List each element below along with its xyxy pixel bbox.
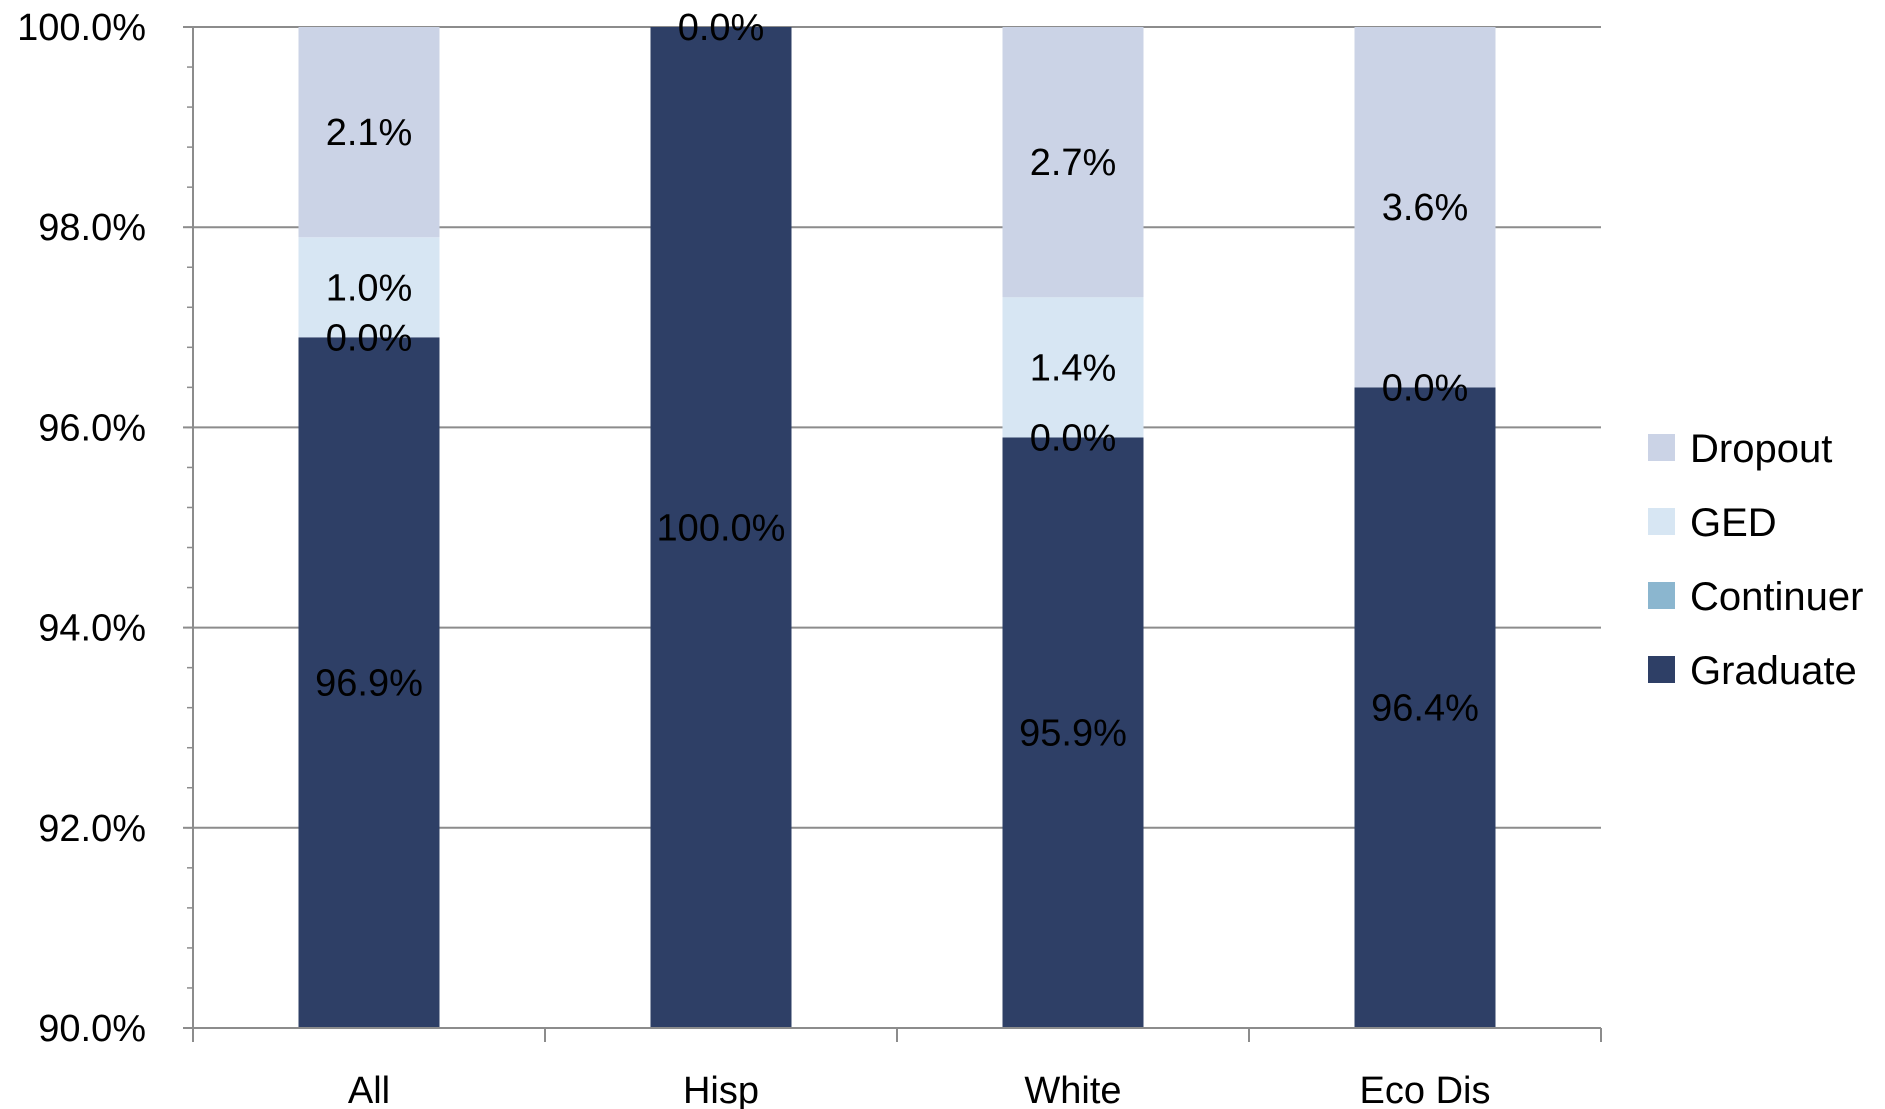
y-tick-label: 90.0%	[38, 1008, 146, 1050]
bars	[298, 27, 1496, 1028]
legend-label-continuer: Continuer	[1690, 575, 1863, 619]
data-labels: 96.9% 0.0% 1.0% 2.1% 100.0% 0.0% 95.9% 0.0% 1.4%…	[315, 7, 1479, 755]
y-tick-label: 94.0%	[38, 608, 146, 650]
legend-label-graduate: Graduate	[1690, 649, 1857, 693]
data-label: 96.4%	[1371, 688, 1479, 730]
x-category-label: White	[1024, 1070, 1121, 1109]
legend-swatch-graduate	[1648, 656, 1675, 683]
legend-label-ged: GED	[1690, 501, 1777, 545]
x-axis-categories: All Hisp White Eco Dis	[348, 1070, 1491, 1109]
y-tick-label: 98.0%	[38, 207, 146, 249]
data-label: 3.6%	[1382, 187, 1469, 229]
bar-ged	[1002, 297, 1144, 438]
x-category-label: Hisp	[683, 1070, 759, 1109]
y-tick-label: 100.0%	[17, 7, 146, 49]
legend: Dropout GED Continuer Graduate	[1648, 427, 1863, 693]
data-label: 0.0%	[1030, 417, 1117, 459]
data-label: 1.0%	[326, 267, 413, 309]
data-label: 100.0%	[657, 508, 786, 550]
data-label: 2.1%	[326, 112, 413, 154]
data-label: 0.0%	[1382, 367, 1469, 409]
x-category-label: All	[348, 1070, 390, 1109]
legend-swatch-ged	[1648, 508, 1675, 535]
bar-dropout	[1354, 27, 1496, 388]
y-tick-label: 92.0%	[38, 808, 146, 850]
data-label: 96.9%	[315, 663, 423, 705]
y-tick-label: 96.0%	[38, 407, 146, 449]
bar-graduate	[298, 337, 440, 1028]
bar-graduate	[1002, 437, 1144, 1028]
legend-swatch-dropout	[1648, 434, 1675, 461]
bar-graduate	[1354, 387, 1496, 1028]
legend-swatch-continuer	[1648, 582, 1675, 609]
legend-label-dropout: Dropout	[1690, 427, 1832, 471]
bar-dropout	[1002, 27, 1144, 298]
data-label: 0.0%	[678, 7, 765, 49]
data-label: 2.7%	[1030, 142, 1117, 184]
data-label: 0.0%	[326, 317, 413, 359]
y-axis-ticks: 90.0% 92.0% 94.0% 96.0% 98.0% 100.0%	[17, 7, 193, 1050]
x-category-label: Eco Dis	[1360, 1070, 1491, 1109]
bar-graduate	[650, 27, 792, 1028]
data-label: 95.9%	[1019, 713, 1127, 755]
bar-ged	[298, 237, 440, 338]
bar-dropout	[298, 27, 440, 238]
axes	[192, 27, 1602, 1042]
data-label: 1.4%	[1030, 347, 1117, 389]
